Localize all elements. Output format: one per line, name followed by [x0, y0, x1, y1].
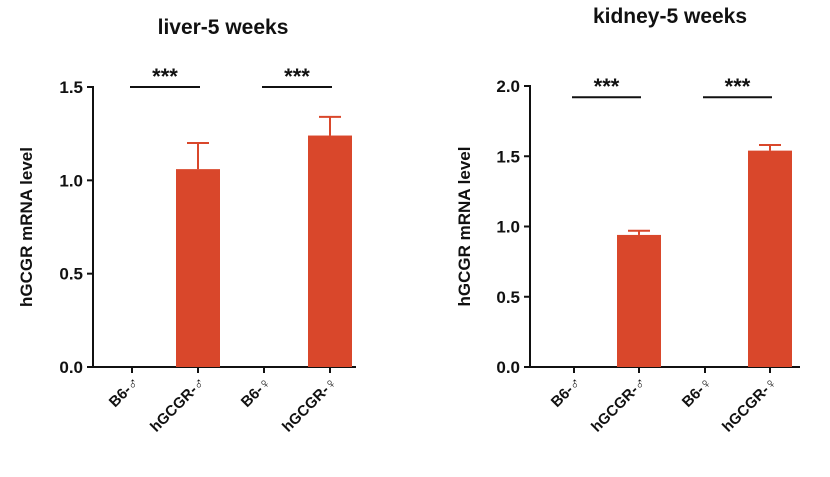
- liver-y-axis-label: hGCGR mRNA level: [17, 147, 36, 307]
- kidney-bar: [748, 150, 792, 367]
- kidney-y-tick-label: 1.5: [496, 147, 520, 166]
- liver-significance-label: ***: [284, 64, 310, 89]
- liver-x-tick-label: B6-♀: [238, 374, 275, 411]
- liver-chart-title: liver-5 weeks: [158, 16, 289, 39]
- liver-x-tick-label: hGCGR-♂: [147, 374, 209, 436]
- kidney-chart: kidney-5 weeks hGCGR mRNA level 0.0 0.5 1.0 1…: [415, 0, 830, 477]
- liver-x-tick-label: hGCGR-♀: [279, 374, 341, 436]
- kidney-x-tick-label: hGCGR-♀: [719, 374, 781, 436]
- kidney-y-tick-label: 2.0: [496, 77, 520, 96]
- kidney-y-tick-label: 0.0: [496, 358, 520, 377]
- liver-x-tick-label: B6-♂: [106, 374, 143, 411]
- kidney-chart-svg: kidney-5 weeks hGCGR mRNA level 0.0 0.5 1.0 1…: [455, 5, 800, 436]
- kidney-x-tick-label: B6-♂: [548, 374, 585, 411]
- liver-bar: [308, 135, 352, 367]
- kidney-bar: [617, 234, 661, 367]
- liver-chart: liver-5 weeks hGCGR mRNA level 0.0 0.5 1.0 1.…: [17, 16, 356, 436]
- kidney-x-tick-label: B6-♀: [679, 374, 716, 411]
- kidney-chart-title: kidney-5 weeks: [593, 5, 747, 28]
- kidney-significance-label: ***: [594, 74, 620, 99]
- liver-chart-svg: liver-5 weeks hGCGR mRNA level 0.0 0.5 1.0 1.…: [17, 16, 356, 436]
- kidney-significance-label: ***: [725, 74, 751, 99]
- liver-significance-label: ***: [152, 64, 178, 89]
- kidney-y-tick-label: 1.0: [496, 218, 520, 237]
- liver-y-tick-label: 1.0: [59, 171, 83, 190]
- liver-y-tick-label: 0.5: [59, 265, 83, 284]
- liver-y-tick-label: 1.5: [59, 78, 83, 97]
- kidney-y-axis-label: hGCGR mRNA level: [455, 147, 474, 307]
- kidney-y-tick-label: 0.5: [496, 288, 520, 307]
- liver-bar: [176, 169, 220, 367]
- liver-y-tick-label: 0.0: [59, 358, 83, 377]
- kidney-x-tick-label: hGCGR-♂: [588, 374, 650, 436]
